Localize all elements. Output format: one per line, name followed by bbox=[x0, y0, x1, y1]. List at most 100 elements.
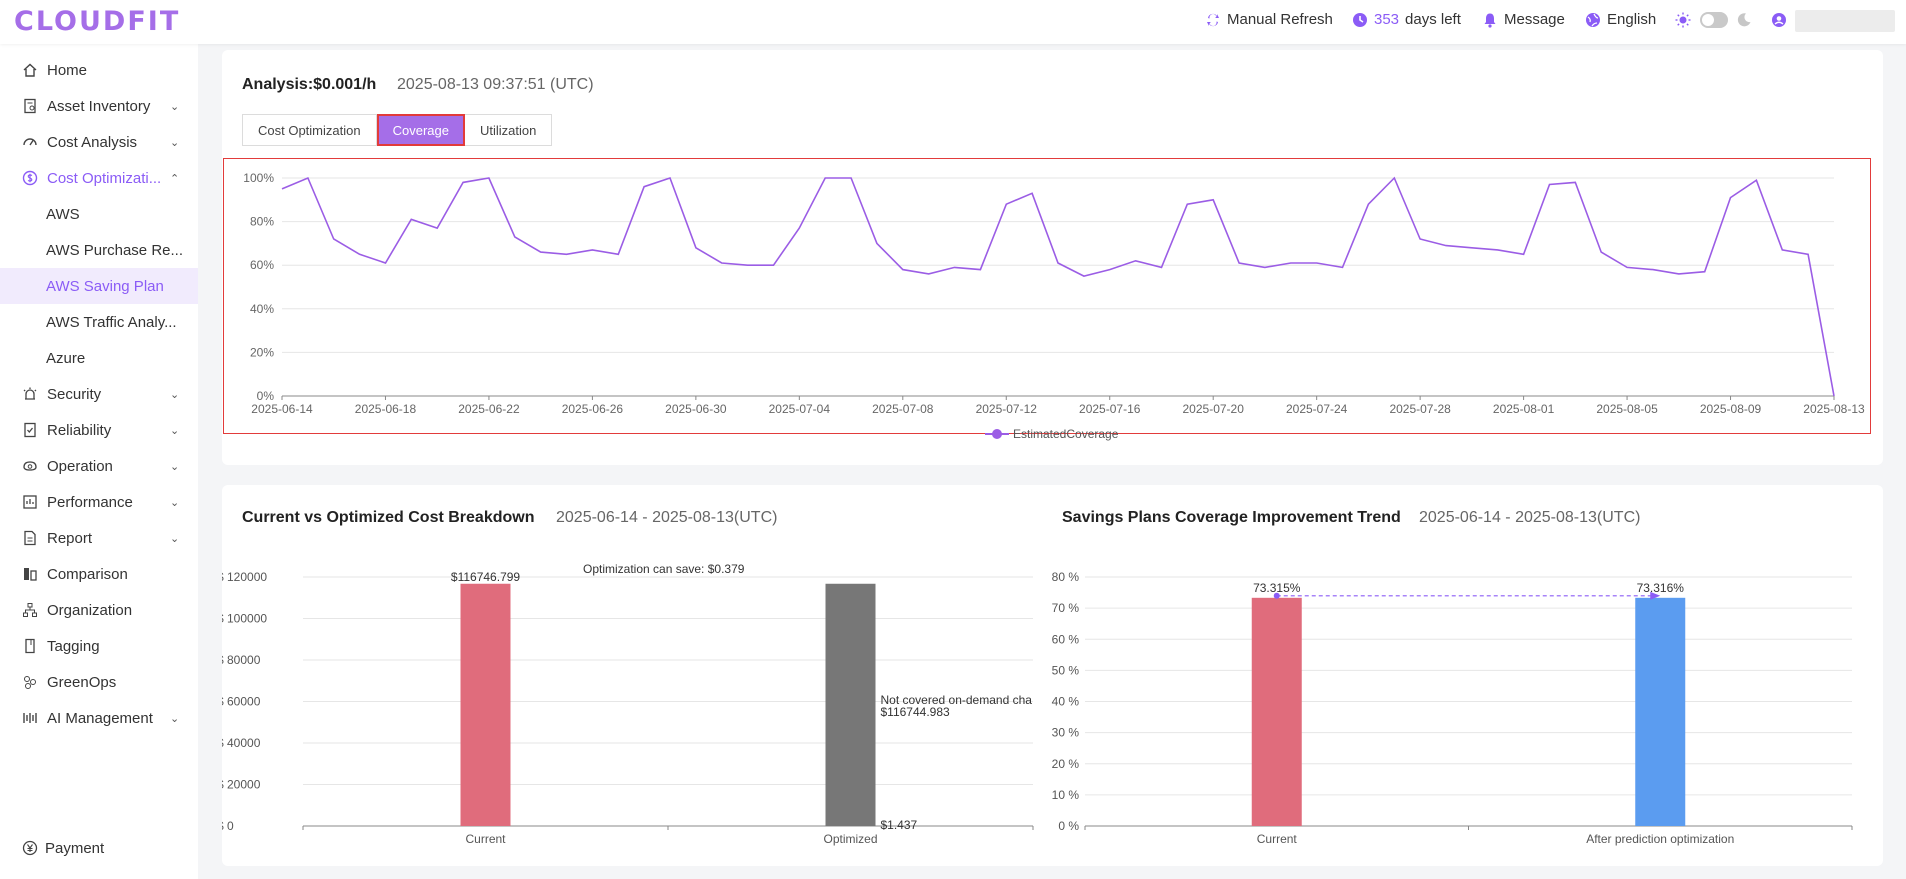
report-icon bbox=[24, 530, 36, 546]
sidebar-item-label: Security bbox=[47, 385, 102, 403]
sidebar-item-ai-management[interactable]: AI Management ⌄ bbox=[0, 700, 198, 736]
sidebar-item-aws-saving-plan[interactable]: AWS Saving Plan bbox=[0, 268, 198, 304]
y-tick-label: $ 60000 bbox=[222, 695, 261, 709]
x-tick-label: Optimized bbox=[823, 832, 877, 846]
sidebar-item-label: AWS Purchase Re... bbox=[46, 241, 183, 259]
x-tick-label: 2025-06-14 bbox=[251, 402, 313, 416]
asset-icon bbox=[24, 98, 36, 114]
sidebar-item-aws-purchase-re[interactable]: AWS Purchase Re... bbox=[0, 232, 198, 268]
sidebar-item-azure[interactable]: Azure bbox=[0, 340, 198, 376]
chevron-down-icon[interactable]: ⌄ bbox=[170, 388, 180, 401]
y-tick-label: $ 20000 bbox=[222, 778, 261, 792]
y-tick-label: 80% bbox=[250, 215, 274, 229]
covered-value-label: $1.437 bbox=[881, 818, 918, 832]
chevron-up-icon[interactable]: ⌃ bbox=[170, 172, 180, 185]
language-label: English bbox=[1607, 11, 1657, 28]
manual-refresh-label: Manual Refresh bbox=[1227, 11, 1333, 28]
chevron-down-icon[interactable]: ⌄ bbox=[170, 712, 180, 725]
y-tick-label: 60% bbox=[250, 258, 274, 272]
chevron-down-icon[interactable]: ⌄ bbox=[170, 460, 180, 473]
app-logo[interactable]: CLOUDFIT bbox=[14, 6, 181, 37]
tag-icon bbox=[25, 638, 35, 654]
sidebar-item-aws-traffic-analy[interactable]: AWS Traffic Analy... bbox=[0, 304, 198, 340]
x-tick-label: 2025-07-04 bbox=[769, 402, 831, 416]
sidebar-item-performance[interactable]: Performance ⌄ bbox=[0, 484, 198, 520]
user-name-box[interactable] bbox=[1795, 10, 1895, 32]
x-tick-label: 2025-07-12 bbox=[976, 402, 1038, 416]
current-value-label: $116746.799 bbox=[451, 570, 521, 584]
tab-coverage[interactable]: Coverage bbox=[376, 114, 465, 146]
not-covered-value: $116744.983 bbox=[881, 705, 951, 719]
x-tick-label: 2025-08-01 bbox=[1493, 402, 1555, 416]
reliability-icon bbox=[24, 422, 36, 438]
sidebar-item-label: Report bbox=[47, 529, 93, 547]
moon-icon bbox=[1737, 13, 1751, 27]
breakdown-range: 2025-06-14 - 2025-08-13(UTC) bbox=[556, 509, 778, 526]
x-tick-label: 2025-08-05 bbox=[1596, 402, 1658, 416]
sidebar-item-operation[interactable]: Operation ⌄ bbox=[0, 448, 198, 484]
sidebar-item-label: Performance bbox=[47, 493, 133, 511]
sidebar-item-greenops[interactable]: GreenOps bbox=[0, 664, 198, 700]
chevron-down-icon[interactable]: ⌄ bbox=[170, 532, 180, 545]
message-button[interactable]: Message bbox=[1482, 11, 1565, 28]
sidebar-item-label: Comparison bbox=[47, 565, 128, 583]
chevron-down-icon[interactable]: ⌄ bbox=[170, 136, 180, 149]
x-tick-label: 2025-07-08 bbox=[872, 402, 934, 416]
y-tick-label: 50 % bbox=[1052, 663, 1080, 677]
trend-range: 2025-06-14 - 2025-08-13(UTC) bbox=[1419, 509, 1641, 526]
x-tick-label: Current bbox=[465, 832, 506, 846]
y-tick-label: 10 % bbox=[1052, 788, 1080, 802]
sidebar-item-cost-optimizati[interactable]: Cost Optimizati... ⌃ bbox=[0, 160, 198, 196]
chevron-down-icon[interactable]: ⌄ bbox=[170, 100, 180, 113]
sidebar-item-report[interactable]: Report ⌄ bbox=[0, 520, 198, 556]
language-selector[interactable]: English bbox=[1585, 11, 1656, 28]
sidebar-item-aws[interactable]: AWS bbox=[0, 196, 198, 232]
trend-title: Savings Plans Coverage Improvement Trend bbox=[1062, 509, 1401, 526]
sidebar-item-label: GreenOps bbox=[47, 673, 117, 691]
comparison-icon bbox=[24, 568, 37, 581]
sidebar-item-label: Cost Analysis bbox=[47, 133, 138, 151]
chevron-down-icon[interactable]: ⌄ bbox=[170, 424, 180, 437]
sidebar-item-asset-inventory[interactable]: Asset Inventory ⌄ bbox=[0, 88, 198, 124]
chevron-down-icon[interactable]: ⌄ bbox=[170, 496, 180, 509]
x-tick-label: 2025-06-22 bbox=[458, 402, 520, 416]
dashboard-icon bbox=[23, 138, 37, 146]
user-icon[interactable] bbox=[1771, 12, 1787, 28]
x-tick-label: 2025-07-20 bbox=[1183, 402, 1245, 416]
sidebar-item-tagging[interactable]: Tagging bbox=[0, 628, 198, 664]
trend-arrow-head bbox=[1650, 591, 1661, 600]
sidebar-item-home[interactable]: Home bbox=[0, 52, 198, 88]
top-bar: CLOUDFIT Manual Refresh 353 days left Me… bbox=[0, 0, 1906, 44]
sidebar-item-label: Cost Optimizati... bbox=[47, 169, 162, 187]
coverage-trend-chart: 0 % 10 % 20 % 30 % 40 % 50 % 60 % 70 % 80 % 73.31… bbox=[1052, 570, 1853, 846]
sidebar-item-organization[interactable]: Organization bbox=[0, 592, 198, 628]
sidebar-item-cost-analysis[interactable]: Cost Analysis ⌄ bbox=[0, 124, 198, 160]
sidebar-item-reliability[interactable]: Reliability ⌄ bbox=[0, 412, 198, 448]
ai-icon bbox=[23, 713, 37, 723]
analysis-timestamp: 2025-08-13 09:37:51 (UTC) bbox=[397, 76, 594, 93]
sidebar-item-label: Home bbox=[47, 61, 88, 79]
x-tick-label: 2025-08-13 bbox=[1803, 402, 1865, 416]
after-optimization-bar bbox=[1635, 597, 1686, 826]
theme-toggle[interactable] bbox=[1700, 12, 1728, 28]
coverage-line-chart: 0% 20% 40% 60% 80% 100% 2025-06-14 2025-06-18 20… bbox=[243, 171, 1865, 441]
current-coverage-bar bbox=[1251, 597, 1302, 826]
sidebar-item-security[interactable]: Security ⌄ bbox=[0, 376, 198, 412]
sidebar-item-payment[interactable]: Payment bbox=[0, 830, 198, 866]
manual-refresh-button[interactable]: Manual Refresh bbox=[1205, 11, 1333, 28]
cost-breakdown-chart: $ 0 $ 20000 $ 40000 $ 60000 $ 80000 $ 100000 $… bbox=[222, 562, 1034, 846]
sidebar-item-label: Reliability bbox=[47, 421, 112, 439]
globe-icon bbox=[1586, 12, 1600, 27]
sidebar-item-comparison[interactable]: Comparison bbox=[0, 556, 198, 592]
y-tick-label: 0% bbox=[257, 389, 275, 403]
operation-icon bbox=[23, 461, 37, 471]
tab-utilization[interactable]: Utilization bbox=[464, 114, 553, 146]
x-tick-label: 2025-06-18 bbox=[355, 402, 417, 416]
analysis-title: Analysis:$0.001/h bbox=[242, 76, 377, 93]
sidebar-item-label: AWS bbox=[46, 205, 80, 223]
y-tick-label: $ 40000 bbox=[222, 736, 261, 750]
days-label: days left bbox=[1405, 11, 1461, 28]
tab-cost-optimization[interactable]: Cost Optimization bbox=[242, 114, 377, 146]
x-tick-label: 2025-06-30 bbox=[665, 402, 727, 416]
sidebar-item-label: AWS Saving Plan bbox=[46, 277, 164, 295]
